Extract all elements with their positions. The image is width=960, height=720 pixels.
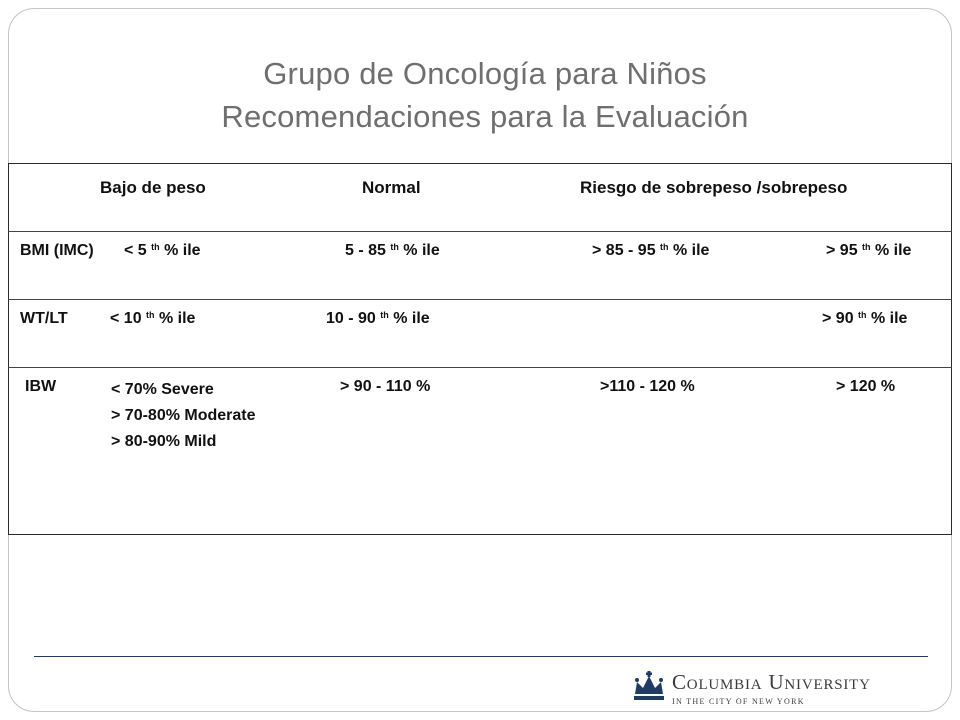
table-cell: 5 - 85 th % ile	[345, 242, 440, 259]
table-cell: > 90 - 110 %	[340, 378, 431, 395]
table-divider	[8, 299, 952, 300]
row-label-ibw: IBW	[25, 378, 57, 395]
table-cell: < 5 th % ile	[124, 242, 201, 259]
footer-divider	[34, 656, 928, 657]
table-cell: 10 - 90 th % ile	[326, 310, 430, 327]
header-bajo-de-peso: Bajo de peso	[100, 178, 206, 197]
table-cell: < 70% Severe > 70-80% Moderate > 80-90% …	[111, 377, 256, 455]
table-divider	[8, 367, 952, 368]
table-cell: >110 - 120 %	[600, 378, 695, 395]
evaluation-table	[8, 163, 952, 535]
title-line-2: Recomendaciones para la Evaluación	[221, 99, 749, 134]
slide-title: Grupo de Oncología para Niños Recomendac…	[0, 52, 960, 138]
header-normal: Normal	[362, 178, 421, 197]
ibw-moderate: > 70-80% Moderate	[111, 407, 256, 424]
university-logo: Columbia University IN THE CITY OF NEW Y…	[632, 668, 912, 708]
ibw-severe: < 70% Severe	[111, 381, 214, 398]
slide-frame	[8, 8, 952, 712]
table-cell: > 95 th % ile	[826, 242, 912, 259]
table-cell: > 120 %	[836, 378, 896, 395]
table-divider	[8, 231, 952, 232]
table-cell: > 85 - 95 th % ile	[592, 242, 710, 259]
title-line-1: Grupo de Oncología para Niños	[263, 56, 707, 91]
row-label-bmi: BMI (IMC)	[20, 242, 94, 259]
ibw-mild: > 80-90% Mild	[111, 433, 217, 450]
row-label-wtlt: WT/LT	[20, 310, 68, 327]
header-riesgo-sobrepeso: Riesgo de sobrepeso /sobrepeso	[580, 178, 848, 197]
logo-name: Columbia University	[672, 670, 871, 694]
table-cell: > 90 th % ile	[822, 310, 908, 327]
crown-icon	[634, 671, 664, 700]
table-cell: < 10 th % ile	[110, 310, 196, 327]
logo-subtitle: IN THE CITY OF NEW YORK	[672, 697, 805, 706]
